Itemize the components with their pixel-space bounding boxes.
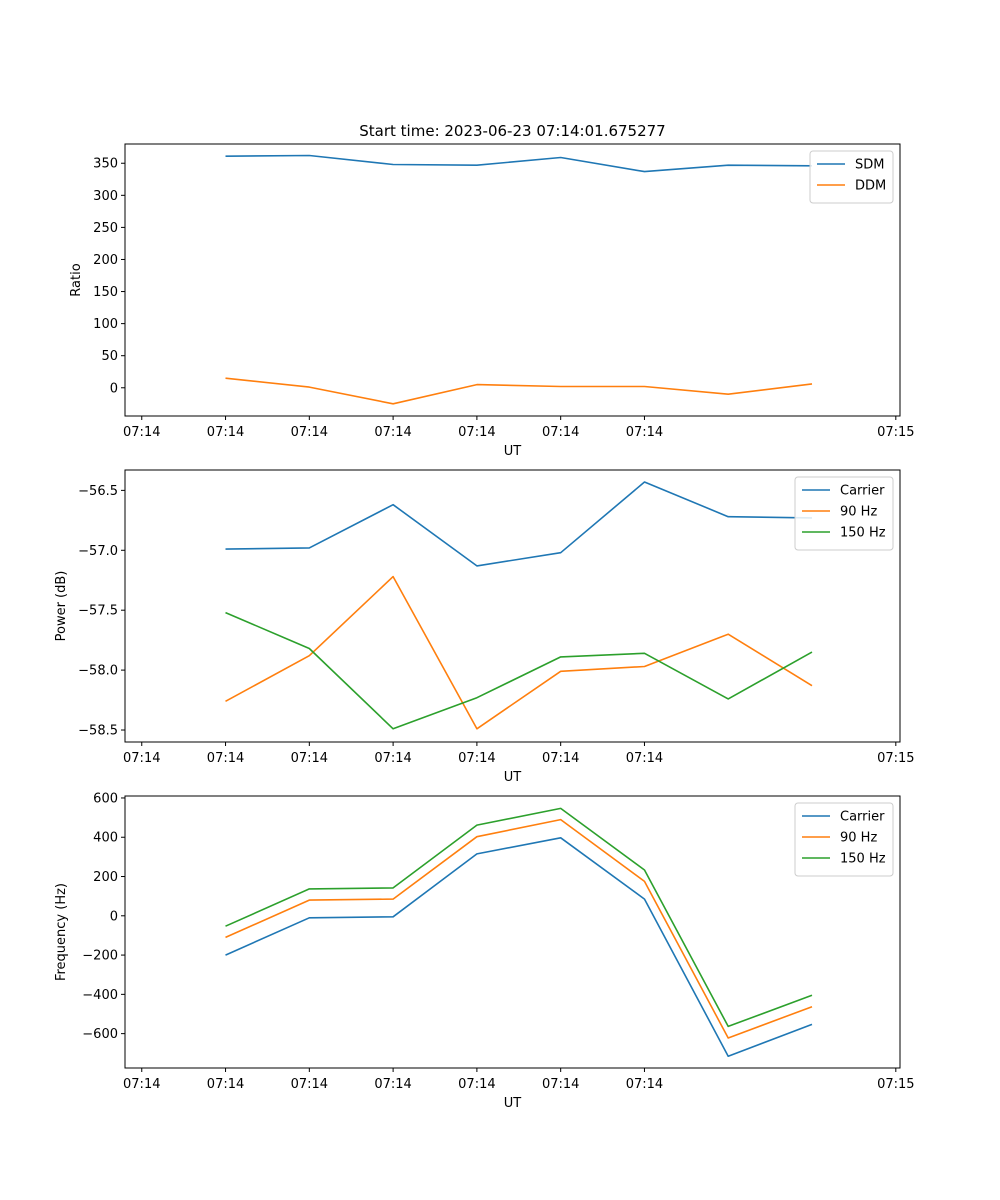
y-tick-label: −600 [82, 1027, 118, 1042]
y-tick-label: −56.5 [78, 484, 118, 499]
x-tick-label: 07:14 [291, 1077, 328, 1092]
legend-label: 90 Hz [840, 831, 877, 846]
x-tick-label: 07:15 [877, 751, 914, 766]
y-tick-label: 300 [93, 189, 118, 204]
x-tick-label: 07:14 [291, 751, 328, 766]
x-tick-label: 07:15 [877, 425, 914, 440]
y-tick-label: −200 [82, 949, 118, 964]
x-tick-label: 07:14 [542, 425, 579, 440]
series-line-carrier [225, 836, 813, 1057]
y-tick-label: 600 [93, 791, 118, 806]
legend: Carrier 90 Hz 150 Hz [794, 476, 894, 551]
x-tick-label: 07:14 [542, 1077, 579, 1092]
legend-label: Carrier [840, 810, 885, 825]
x-tick-label: 07:14 [374, 425, 411, 440]
series-line-150-hz [225, 611, 813, 730]
x-tick-label: 07:14 [458, 425, 495, 440]
legend-label: 150 Hz [840, 852, 886, 867]
y-tick-label: 0 [110, 381, 118, 396]
y-tick-label: −57.0 [78, 544, 118, 559]
y-tick-label: −58.5 [78, 724, 118, 739]
x-tick-label: 07:14 [542, 751, 579, 766]
axes-frame [124, 795, 901, 1069]
y-tick-label: 0 [110, 909, 118, 924]
x-tick-label: 07:14 [207, 1077, 244, 1092]
x-tick-label: 07:14 [207, 425, 244, 440]
y-tick-label: 200 [93, 253, 118, 268]
series-line-sdm [225, 154, 813, 173]
y-tick-label: −400 [82, 988, 118, 1003]
x-tick-label: 07:14 [123, 425, 160, 440]
series-line-carrier [225, 481, 813, 567]
axes-frame [124, 469, 901, 743]
x-axis-label: UT [504, 444, 522, 459]
y-tick-label: 50 [101, 349, 118, 364]
panels: 07:14 07:14 07:14 07:14 07:14 07:14 07:14 07:15… [54, 143, 915, 1111]
legend-label: DDM [855, 179, 886, 194]
legend-label: SDM [855, 158, 884, 173]
legend-label: 150 Hz [840, 526, 886, 541]
legend-label: 90 Hz [840, 505, 877, 520]
x-tick-label: 07:14 [458, 751, 495, 766]
series-line-150-hz [225, 807, 813, 1028]
panel-3: 07:14 07:14 07:14 07:14 07:14 07:14 07:14 07:15… [54, 791, 915, 1111]
axes-frame [124, 143, 901, 417]
x-tick-label: 07:15 [877, 1077, 914, 1092]
x-tick-label: 07:14 [123, 751, 160, 766]
x-tick-label: 07:14 [291, 425, 328, 440]
x-tick-label: 07:14 [626, 751, 663, 766]
y-tick-label: 150 [93, 285, 118, 300]
panel-1: 07:14 07:14 07:14 07:14 07:14 07:14 07:14 07:15… [69, 143, 915, 459]
legend-label: Carrier [840, 484, 885, 499]
x-axis-label: UT [504, 1096, 522, 1111]
y-tick-label: 200 [93, 870, 118, 885]
y-tick-label: 100 [93, 317, 118, 332]
y-tick-label: 250 [93, 221, 118, 236]
series-line-90-hz [225, 575, 813, 730]
x-tick-label: 07:14 [207, 751, 244, 766]
y-axis-label: Power (dB) [54, 571, 69, 642]
y-axis-label: Ratio [69, 263, 84, 296]
legend: SDM DDM [809, 150, 894, 204]
y-tick-label: 350 [93, 157, 118, 172]
series-line-90-hz [225, 818, 813, 1039]
x-tick-label: 07:14 [374, 1077, 411, 1092]
x-tick-label: 07:14 [626, 1077, 663, 1092]
series-line-ddm [225, 377, 813, 405]
x-axis-label: UT [504, 770, 522, 785]
x-tick-label: 07:14 [123, 1077, 160, 1092]
chart-title: Start time: 2023-06-23 07:14:01.675277 [359, 122, 665, 140]
y-axis-label: Frequency (Hz) [54, 883, 69, 981]
y-tick-label: 400 [93, 831, 118, 846]
legend: Carrier 90 Hz 150 Hz [794, 802, 894, 877]
y-tick-label: −57.5 [78, 604, 118, 619]
y-tick-label: −58.0 [78, 664, 118, 679]
x-tick-label: 07:14 [458, 1077, 495, 1092]
panel-2: 07:14 07:14 07:14 07:14 07:14 07:14 07:14 07:15… [54, 469, 915, 785]
x-tick-label: 07:14 [374, 751, 411, 766]
x-tick-label: 07:14 [626, 425, 663, 440]
